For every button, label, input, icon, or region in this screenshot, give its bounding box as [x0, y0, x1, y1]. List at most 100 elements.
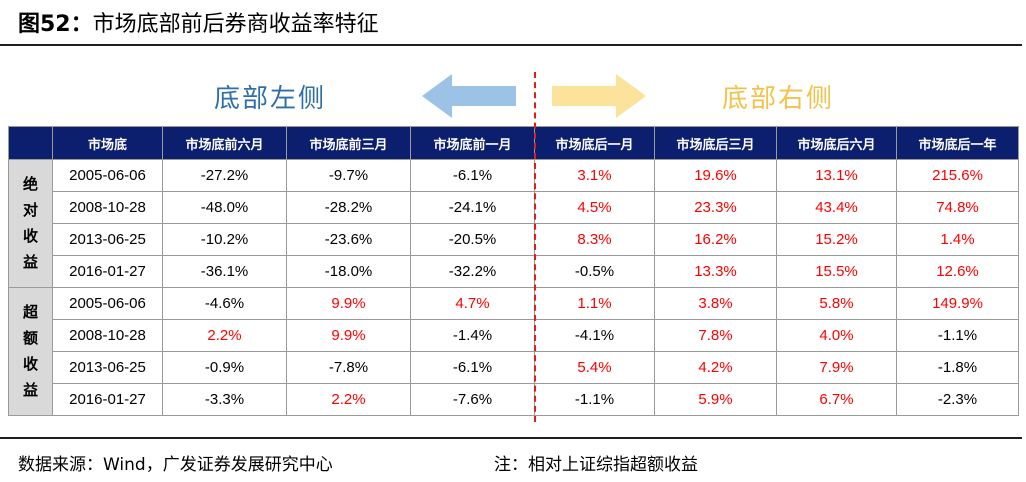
top-rule	[0, 44, 1022, 46]
table-row: 2016-01-27 -36.1% -18.0% -32.2% -0.5% 13.3% 15…	[9, 255, 1019, 288]
value-cell: -1.1%	[534, 383, 655, 416]
date-cell: 2016-01-27	[52, 383, 163, 416]
value-cell: -0.9%	[162, 351, 287, 384]
value-cell: 3.8%	[654, 287, 777, 320]
value-cell: 149.9%	[896, 287, 1019, 320]
header-blank	[8, 126, 53, 160]
column-header: 市场底前六月	[162, 126, 287, 160]
value-cell: 9.9%	[286, 319, 411, 352]
group-label-char: 对	[22, 201, 38, 219]
value-cell: 215.6%	[896, 159, 1019, 192]
value-cell: 12.6%	[896, 255, 1019, 288]
value-cell: 43.4%	[776, 191, 897, 224]
value-cell: 74.8%	[896, 191, 1019, 224]
group-label-char: 益	[22, 253, 38, 271]
date-cell: 2013-06-25	[52, 351, 163, 384]
left-arrow-icon	[422, 74, 516, 118]
value-cell: 19.6%	[654, 159, 777, 192]
value-cell: -10.2%	[162, 223, 287, 256]
value-cell: 5.9%	[654, 383, 777, 416]
left-side-label: 底部左侧	[214, 84, 327, 114]
date-cell: 2008-10-28	[52, 191, 163, 224]
right-arrow-icon	[552, 74, 646, 118]
column-header: 市场底后三月	[654, 126, 777, 160]
value-cell: -6.1%	[410, 351, 535, 384]
column-header: 市场底后一年	[896, 126, 1019, 160]
value-cell: 2.2%	[286, 383, 411, 416]
value-cell: 6.7%	[776, 383, 897, 416]
value-cell: 5.8%	[776, 287, 897, 320]
footnote: 注：相对上证综指超额收益	[494, 455, 698, 475]
value-cell: 15.2%	[776, 223, 897, 256]
group-label-char: 绝	[22, 175, 38, 193]
group-label: 绝对收益	[8, 159, 53, 288]
date-cell: 2013-06-25	[52, 223, 163, 256]
value-cell: -27.2%	[162, 159, 287, 192]
value-cell: -28.2%	[286, 191, 411, 224]
table-row: 2013-06-25 -0.9% -7.8% -6.1% 5.4% 4.2% 7.9% -1.…	[9, 351, 1019, 384]
value-cell: -18.0%	[286, 255, 411, 288]
value-cell: -20.5%	[410, 223, 535, 256]
figure-number: 图52：	[18, 12, 93, 37]
column-header: 市场底后一月	[534, 126, 655, 160]
group-label-char: 额	[22, 329, 38, 347]
column-header: 市场底前一月	[410, 126, 535, 160]
table-row: 2008-10-28 -48.0% -28.2% -24.1% 4.5% 23.3% 43.…	[9, 191, 1019, 224]
value-cell: -1.8%	[896, 351, 1019, 384]
bottom-divider-line	[534, 72, 536, 422]
value-cell: 13.3%	[654, 255, 777, 288]
value-cell: 1.1%	[534, 287, 655, 320]
value-cell: -7.8%	[286, 351, 411, 384]
returns-table: 市场底 市场底前六月 市场底前三月 市场底前一月 市场底后一月 市场底后三月 市场底后六月市…	[8, 126, 1019, 416]
table-header-row: 市场底 市场底前六月 市场底前三月 市场底前一月 市场底后一月 市场底后三月 市场底后六月市…	[8, 126, 1019, 160]
value-cell: -32.2%	[410, 255, 535, 288]
value-cell: 7.8%	[654, 319, 777, 352]
table-row: 2008-10-28 2.2% 9.9% -1.4% -4.1% 7.8% 4.0% -1.1…	[9, 319, 1019, 352]
value-cell: -48.0%	[162, 191, 287, 224]
date-cell: 2005-06-06	[52, 287, 163, 320]
table-row: 2016-01-27 -3.3% 2.2% -7.6% -1.1% 5.9% 6.7% -2.…	[9, 383, 1019, 416]
value-cell: -6.1%	[410, 159, 535, 192]
figure-title-text: 市场底部前后券商收益率特征	[92, 12, 379, 37]
table-row: 绝对收益 2005-06-06 -27.2% -9.7% -6.1% 3.1% 19.6% 1…	[8, 159, 1019, 288]
value-cell: 4.0%	[776, 319, 897, 352]
value-cell: 16.2%	[654, 223, 777, 256]
value-cell: 4.2%	[654, 351, 777, 384]
date-cell: 2016-01-27	[52, 255, 163, 288]
group-label: 超额收益	[8, 287, 53, 416]
table-row: 2013-06-25 -10.2% -23.6% -20.5% 8.3% 16.2% 15.…	[9, 223, 1019, 256]
value-cell: -3.3%	[162, 383, 287, 416]
column-header: 市场底后六月	[776, 126, 897, 160]
value-cell: -0.5%	[534, 255, 655, 288]
value-cell: 8.3%	[534, 223, 655, 256]
source-note: 数据来源：Wind，广发证券发展研究中心	[18, 455, 333, 475]
group-label-char: 收	[22, 355, 38, 373]
value-cell: -4.6%	[162, 287, 287, 320]
value-cell: -9.7%	[286, 159, 411, 192]
group-label-char: 益	[22, 381, 38, 399]
value-cell: 5.4%	[534, 351, 655, 384]
value-cell: -1.4%	[410, 319, 535, 352]
figure-title: 图52：市场底部前后券商收益率特征	[18, 6, 379, 38]
bottom-rule	[0, 437, 1022, 439]
value-cell: -23.6%	[286, 223, 411, 256]
value-cell: -36.1%	[162, 255, 287, 288]
value-cell: -1.1%	[896, 319, 1019, 352]
value-cell: 23.3%	[654, 191, 777, 224]
value-cell: -2.3%	[896, 383, 1019, 416]
value-cell: 15.5%	[776, 255, 897, 288]
group-label-char: 收	[22, 227, 38, 245]
value-cell: 7.9%	[776, 351, 897, 384]
value-cell: 2.2%	[162, 319, 287, 352]
value-cell: 4.7%	[410, 287, 535, 320]
value-cell: 13.1%	[776, 159, 897, 192]
value-cell: -7.6%	[410, 383, 535, 416]
value-cell: 1.4%	[896, 223, 1019, 256]
column-header: 市场底	[52, 126, 163, 160]
direction-arrows	[422, 74, 646, 118]
group-label-char: 超	[22, 303, 38, 321]
value-cell: -24.1%	[410, 191, 535, 224]
right-side-label: 底部右侧	[722, 84, 835, 114]
date-cell: 2008-10-28	[52, 319, 163, 352]
value-cell: 4.5%	[534, 191, 655, 224]
